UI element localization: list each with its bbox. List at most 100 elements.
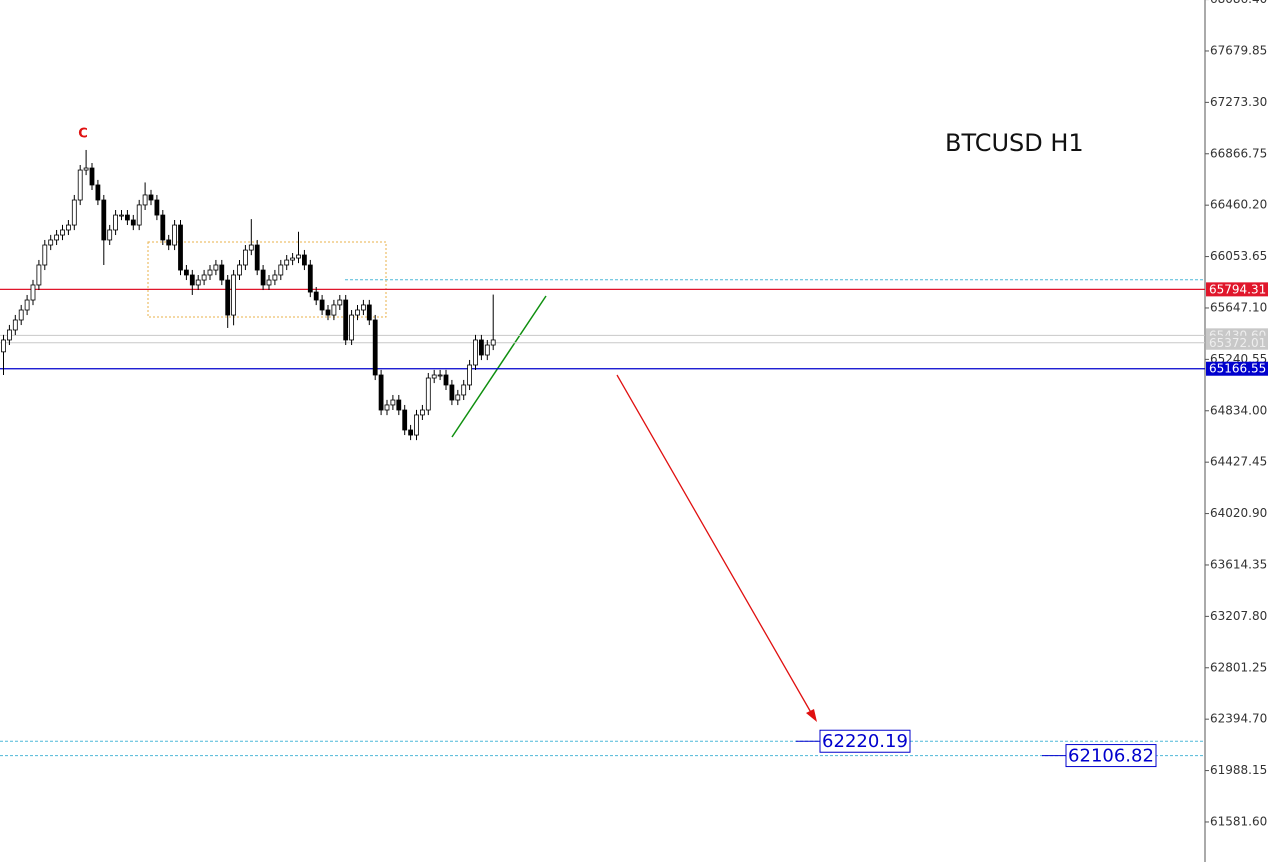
candle-body — [7, 329, 12, 341]
price-box — [1065, 744, 1157, 768]
candle-body — [378, 374, 384, 411]
candle-body — [437, 374, 443, 377]
y-tick-label: 65647.10 — [1210, 300, 1267, 314]
candle-body — [154, 199, 160, 216]
candle-body — [166, 239, 172, 246]
candle-body — [419, 409, 425, 416]
candle-body — [189, 274, 195, 286]
price-tag-label: 65166.55 — [1209, 362, 1266, 376]
candle-body — [77, 169, 83, 201]
candle-body — [307, 264, 313, 293]
candle-body — [66, 224, 71, 231]
candle-body — [384, 404, 390, 411]
wave-label: C — [78, 127, 88, 142]
y-tick-label: 62801.25 — [1210, 660, 1267, 674]
y-tick-label: 66866.75 — [1210, 146, 1267, 160]
price-tag — [1206, 335, 1268, 350]
candle-body — [372, 319, 378, 376]
candle-body — [89, 167, 95, 186]
candle-body — [242, 249, 248, 266]
candle-body — [390, 399, 396, 406]
price-box-label: 62106.82 — [1068, 746, 1154, 767]
candle-body — [107, 229, 113, 241]
y-tick-label: 62394.70 — [1210, 712, 1267, 726]
candle-body — [396, 399, 402, 411]
candle-body — [136, 204, 142, 226]
y-tick-label: 66053.65 — [1210, 249, 1267, 263]
y-tick-label: 68086.40 — [1210, 0, 1267, 6]
price-box — [819, 729, 911, 753]
candle-body — [337, 299, 343, 306]
y-tick-label: 61988.15 — [1210, 763, 1267, 777]
candle-body — [296, 254, 301, 259]
y-tick-label: 66460.20 — [1210, 198, 1267, 212]
candle-body — [455, 394, 461, 401]
candle-body — [402, 409, 408, 431]
candle-body — [284, 259, 290, 266]
candle-body — [278, 264, 284, 276]
forecast-arrow — [616, 374, 814, 717]
price-tag — [1206, 361, 1268, 376]
candle-body — [484, 344, 490, 356]
candle-body — [461, 384, 467, 396]
candle-body — [331, 304, 337, 316]
candle-body — [248, 244, 254, 251]
candle-body — [266, 279, 272, 286]
y-tick-label: 64427.45 — [1210, 455, 1267, 469]
y-tick-label: 67679.85 — [1210, 43, 1267, 57]
candle-body — [48, 239, 54, 246]
y-tick-label: 67273.30 — [1210, 95, 1267, 109]
candle-body — [24, 299, 30, 311]
candle-body — [443, 374, 449, 386]
candle-body — [313, 291, 319, 301]
candle-body — [54, 234, 59, 241]
candle-body — [490, 339, 496, 346]
candle-body — [449, 384, 455, 401]
candle-body — [201, 274, 207, 281]
candle-body — [60, 229, 65, 236]
candle-body — [467, 364, 473, 386]
price-tag — [1206, 282, 1268, 297]
y-tick-label: 63614.35 — [1210, 557, 1267, 571]
candle-body — [290, 257, 296, 261]
candle-body — [355, 309, 360, 316]
candle-body — [260, 269, 266, 286]
candle-body — [431, 374, 437, 379]
candle-body — [18, 309, 24, 321]
candle-body — [473, 339, 478, 366]
candle-body — [366, 304, 372, 321]
candle-body — [301, 254, 307, 266]
candle-body — [254, 244, 260, 271]
candle-body — [219, 264, 225, 281]
candle-body — [183, 269, 189, 276]
range-box — [147, 241, 387, 318]
price-tag-label: 65372.01 — [1209, 336, 1266, 350]
candle-body — [231, 274, 237, 316]
y-tick-label: 64020.90 — [1210, 506, 1267, 520]
trend-line — [451, 295, 547, 438]
candle-body — [101, 199, 107, 241]
candle-body — [125, 214, 130, 221]
candle-body — [343, 299, 349, 341]
candle-body — [83, 167, 89, 171]
candle-body — [272, 274, 278, 281]
candle-body — [425, 377, 431, 411]
price-box-label: 62220.19 — [822, 731, 908, 752]
candle-body — [325, 309, 331, 316]
y-tick-label: 61581.60 — [1210, 814, 1267, 828]
candle-body — [360, 304, 366, 311]
chart-title: BTCUSD H1 — [945, 129, 1084, 157]
y-tick-label: 64834.00 — [1210, 403, 1267, 417]
candle-body — [207, 269, 213, 276]
candle-body — [178, 224, 183, 271]
candle-body — [1, 339, 6, 353]
candle-body — [71, 199, 77, 226]
candle-body — [36, 264, 42, 286]
candle-body — [142, 194, 148, 206]
candle-body — [30, 284, 36, 301]
candle-body — [225, 279, 231, 316]
candle-body — [319, 299, 325, 311]
candle-body — [95, 184, 101, 201]
candle-body — [349, 314, 355, 341]
